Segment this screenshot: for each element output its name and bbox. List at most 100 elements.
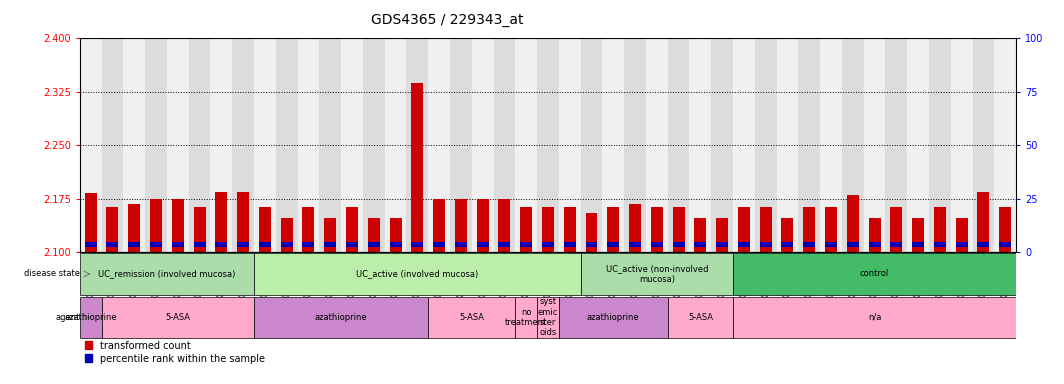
- Bar: [978, 242, 990, 247]
- Bar: [346, 207, 358, 252]
- Bar: [885, 38, 908, 252]
- Bar: [695, 218, 706, 252]
- Bar: [868, 218, 881, 252]
- Bar: [602, 38, 625, 252]
- Text: 5-ASA: 5-ASA: [165, 313, 190, 322]
- Bar: [798, 38, 820, 252]
- Text: GDS4365 / 229343_at: GDS4365 / 229343_at: [370, 13, 523, 27]
- Bar: [537, 296, 559, 338]
- Bar: [171, 199, 184, 252]
- Bar: [995, 38, 1016, 252]
- Bar: [581, 253, 733, 295]
- Bar: [629, 242, 641, 247]
- Bar: [494, 38, 515, 252]
- Bar: [738, 242, 750, 247]
- Bar: [389, 242, 401, 247]
- Bar: [733, 296, 1016, 338]
- Bar: [668, 296, 733, 338]
- Bar: [129, 204, 140, 252]
- Bar: [847, 195, 859, 252]
- Bar: [237, 242, 249, 247]
- Bar: [80, 38, 101, 252]
- Bar: [433, 199, 445, 252]
- Bar: [716, 218, 728, 252]
- Bar: [101, 38, 123, 252]
- Bar: [471, 38, 494, 252]
- Bar: [211, 38, 232, 252]
- Bar: [412, 83, 423, 252]
- Bar: [325, 218, 336, 252]
- Bar: [564, 242, 576, 247]
- Bar: [929, 38, 951, 252]
- Bar: [167, 38, 188, 252]
- Bar: [276, 38, 298, 252]
- Bar: [978, 192, 990, 252]
- Bar: [302, 207, 315, 252]
- Bar: [215, 242, 228, 247]
- Text: 5-ASA: 5-ASA: [460, 313, 484, 322]
- Bar: [106, 207, 118, 252]
- Text: UC_active (involved mucosa): UC_active (involved mucosa): [356, 270, 479, 278]
- Bar: [455, 242, 467, 247]
- Bar: [319, 38, 342, 252]
- Bar: [385, 38, 406, 252]
- Bar: [368, 242, 380, 247]
- Bar: [477, 242, 488, 247]
- Bar: [363, 38, 385, 252]
- Bar: [559, 296, 668, 338]
- Bar: [298, 38, 319, 252]
- Bar: [123, 38, 145, 252]
- Bar: [80, 296, 101, 338]
- Bar: [825, 242, 837, 247]
- Bar: [85, 242, 97, 247]
- Bar: [232, 38, 254, 252]
- Text: azathioprine: azathioprine: [587, 313, 639, 322]
- Bar: [754, 38, 777, 252]
- Bar: [150, 199, 162, 252]
- Text: UC_active (non-involved
mucosa): UC_active (non-involved mucosa): [605, 264, 708, 284]
- Bar: [342, 38, 363, 252]
- Bar: [672, 207, 684, 252]
- Legend: transformed count, percentile rank within the sample: transformed count, percentile rank withi…: [85, 341, 265, 364]
- Bar: [868, 242, 881, 247]
- Bar: [215, 192, 228, 252]
- Bar: [302, 242, 315, 247]
- Bar: [150, 242, 162, 247]
- Bar: [259, 242, 271, 247]
- Bar: [908, 38, 929, 252]
- Bar: [281, 218, 293, 252]
- Bar: [629, 204, 641, 252]
- Bar: [537, 38, 559, 252]
- Bar: [608, 242, 619, 247]
- Bar: [254, 253, 581, 295]
- Bar: [999, 207, 1011, 252]
- Bar: [498, 199, 511, 252]
- Bar: [237, 192, 249, 252]
- Bar: [259, 207, 271, 252]
- Bar: [80, 253, 254, 295]
- Bar: [542, 242, 554, 247]
- Bar: [498, 242, 511, 247]
- Bar: [864, 38, 885, 252]
- Text: disease state: disease state: [23, 270, 80, 278]
- Text: n/a: n/a: [868, 313, 881, 322]
- Bar: [820, 38, 842, 252]
- Bar: [760, 242, 771, 247]
- Bar: [515, 296, 537, 338]
- Bar: [515, 38, 537, 252]
- Bar: [733, 38, 754, 252]
- Bar: [777, 38, 798, 252]
- Bar: [254, 296, 428, 338]
- Bar: [951, 38, 972, 252]
- Bar: [803, 242, 815, 247]
- Bar: [106, 242, 118, 247]
- Bar: [281, 242, 293, 247]
- Bar: [450, 38, 471, 252]
- Bar: [428, 296, 515, 338]
- Bar: [934, 242, 946, 247]
- Bar: [194, 207, 205, 252]
- Bar: [428, 38, 450, 252]
- Bar: [651, 207, 663, 252]
- Bar: [825, 207, 837, 252]
- Bar: [781, 218, 794, 252]
